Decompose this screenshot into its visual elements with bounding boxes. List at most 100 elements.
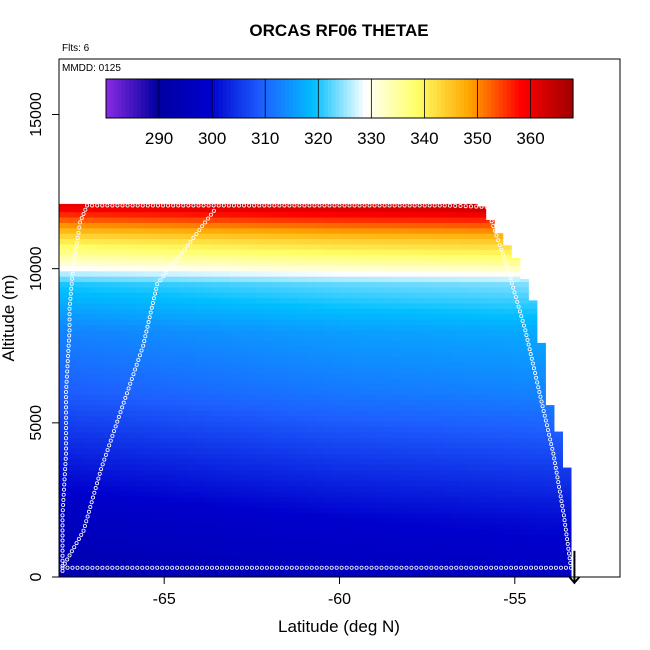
- heatmap-cell: [425, 555, 435, 562]
- heatmap-cell: [349, 362, 359, 369]
- heatmap-cell: [161, 238, 171, 245]
- heatmap-cell: [511, 437, 521, 444]
- heatmap-cell: [332, 276, 342, 283]
- heatmap-cell: [434, 448, 444, 454]
- heatmap-cell: [468, 203, 478, 207]
- flight-track-point: [384, 565, 389, 570]
- colorbar-segment: [257, 79, 263, 118]
- heatmap-cell: [314, 292, 325, 299]
- heatmap-cell: [468, 216, 478, 223]
- flight-track-point: [124, 391, 129, 396]
- heatmap-cell: [246, 448, 256, 454]
- flight-track-point: [535, 380, 540, 385]
- heatmap-cell: [383, 426, 393, 433]
- heatmap-cell: [502, 254, 512, 261]
- heatmap-cell: [67, 491, 77, 497]
- heatmap-cell: [408, 259, 418, 266]
- heatmap-cell: [221, 329, 231, 336]
- heatmap-cell: [204, 378, 214, 385]
- heatmap-cell: [84, 388, 94, 395]
- heatmap-cell: [383, 442, 393, 449]
- colorbar-segment: [226, 79, 232, 118]
- heatmap-cell: [323, 227, 333, 234]
- colorbar-segment: [246, 79, 251, 118]
- heatmap-cell: [357, 243, 367, 250]
- colorbar-segment: [207, 79, 212, 118]
- heatmap-cell: [229, 254, 239, 261]
- heatmap-cell: [425, 469, 435, 476]
- heatmap-cell: [460, 378, 470, 385]
- heatmap-cell: [477, 458, 487, 465]
- heatmap-cell: [511, 286, 521, 293]
- heatmap-cell: [323, 243, 333, 250]
- heatmap-cell: [485, 286, 495, 293]
- heatmap-cell: [101, 203, 111, 207]
- heatmap-cell: [468, 474, 478, 481]
- heatmap-cell: [442, 410, 453, 417]
- heatmap-cell: [118, 372, 128, 379]
- flight-track-point: [79, 532, 84, 537]
- heatmap-cell: [161, 206, 171, 213]
- heatmap-cell: [332, 496, 342, 503]
- heatmap-cell: [391, 539, 401, 546]
- heatmap-cell: [366, 485, 376, 492]
- heatmap-cell: [494, 367, 504, 374]
- heatmap-cell: [442, 211, 453, 218]
- heatmap-cell: [357, 324, 367, 331]
- heatmap-cell: [204, 426, 214, 433]
- heatmap-cell: [374, 308, 384, 315]
- heatmap-cell: [451, 206, 461, 213]
- heatmap-cell: [101, 523, 111, 530]
- heatmap-cell: [67, 539, 77, 546]
- heatmap-cell: [391, 216, 401, 223]
- heatmap-cell: [477, 426, 487, 433]
- heatmap-cell: [59, 254, 69, 261]
- flight-track-point: [80, 565, 85, 570]
- heatmap-cell: [425, 243, 435, 250]
- heatmap-cell: [127, 528, 137, 535]
- heatmap-cell: [152, 222, 162, 229]
- heatmap-cell: [502, 335, 512, 342]
- heatmap-cell: [93, 453, 103, 460]
- heatmap-cell: [280, 405, 290, 412]
- heatmap-cell: [451, 517, 461, 524]
- heatmap-cell: [255, 388, 265, 395]
- heatmap-cell: [118, 302, 128, 309]
- heatmap-cell: [280, 292, 290, 299]
- heatmap-cell: [519, 485, 529, 492]
- heatmap-cell: [169, 485, 180, 492]
- heatmap-cell: [340, 372, 350, 379]
- heatmap-cell: [289, 206, 299, 213]
- heatmap-cell: [451, 216, 461, 223]
- heatmap-cell: [528, 405, 538, 412]
- heatmap-cell: [135, 238, 145, 245]
- heatmap-cell: [297, 302, 308, 309]
- heatmap-cell: [144, 528, 154, 535]
- heatmap-cell: [127, 437, 137, 444]
- heatmap-cell: [263, 555, 273, 562]
- heatmap-cell: [221, 383, 231, 390]
- heatmap-cell: [460, 410, 470, 417]
- heatmap-cell: [340, 345, 350, 352]
- heatmap-cell: [280, 512, 290, 519]
- heatmap-cell: [84, 480, 94, 487]
- heatmap-cell: [118, 383, 128, 390]
- heatmap-cell: [67, 254, 77, 261]
- heatmap-cell: [340, 281, 350, 288]
- heatmap-cell: [400, 399, 410, 406]
- flight-track-point: [160, 565, 165, 570]
- heatmap-cell: [519, 356, 529, 363]
- heatmap-cell: [67, 319, 77, 326]
- heatmap-cell: [468, 243, 478, 250]
- heatmap-cell: [195, 394, 205, 401]
- heatmap-cell: [246, 292, 256, 299]
- heatmap-cell: [263, 324, 273, 331]
- heatmap-cell: [238, 394, 248, 401]
- heatmap-cell: [349, 437, 359, 444]
- colorbar-tick-label: 360: [516, 129, 544, 148]
- heatmap-cell: [511, 329, 521, 336]
- heatmap-cell: [246, 410, 256, 417]
- heatmap-cell: [391, 480, 401, 487]
- heatmap-cell: [383, 517, 393, 524]
- flight-track-point: [568, 565, 573, 570]
